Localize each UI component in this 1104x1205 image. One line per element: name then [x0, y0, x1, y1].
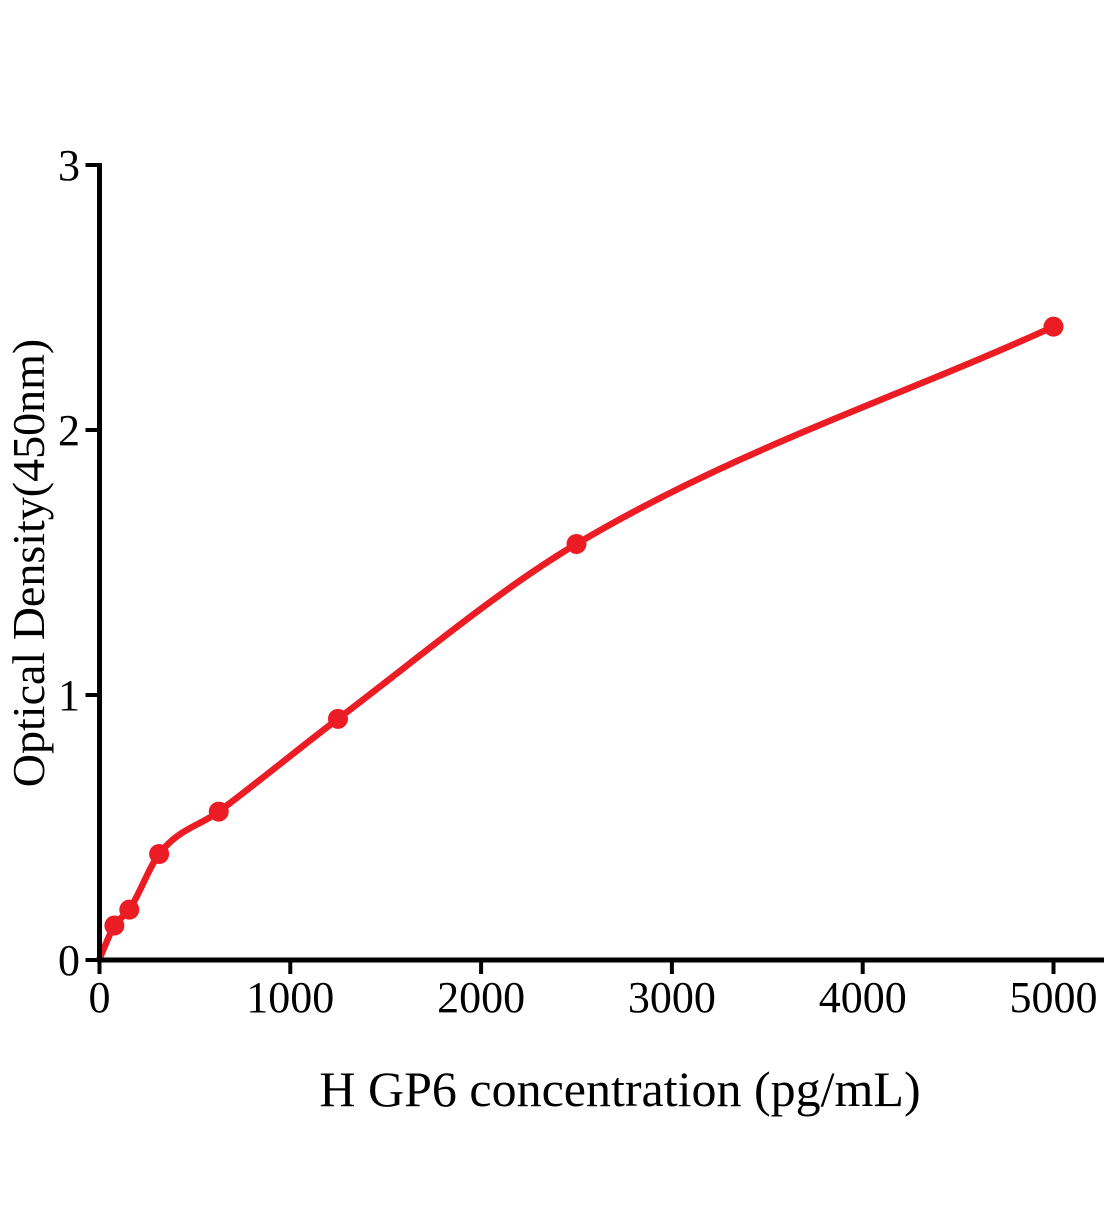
data-point — [149, 844, 170, 864]
data-point-layer — [104, 316, 1064, 936]
data-point — [1043, 316, 1064, 337]
data-point — [119, 899, 140, 920]
y-tick-label: 1 — [58, 671, 80, 720]
x-tick-layer: 0 1000 2000 3000 4000 5000 — [89, 960, 1098, 1022]
x-tick-label: 3000 — [628, 973, 716, 1022]
x-tick-label: 4000 — [819, 973, 907, 1022]
axes-layer — [97, 163, 1104, 963]
x-tick-label: 1000 — [246, 973, 334, 1022]
x-tick-label: 0 — [89, 973, 111, 1022]
data-point — [208, 801, 229, 822]
x-axis-title: H GP6 concentration (pg/mL) — [319, 1061, 920, 1117]
x-tick-label: 2000 — [437, 973, 525, 1022]
y-tick-label: 2 — [58, 406, 80, 455]
y-tick-label: 3 — [58, 141, 80, 190]
y-tick-label: 0 — [58, 936, 80, 985]
y-tick-layer: 0 1 2 3 — [58, 141, 100, 985]
data-point — [104, 915, 125, 936]
fit-curve — [96, 323, 1057, 962]
y-axis-title: Optical Density(450nm) — [3, 339, 54, 787]
x-tick-label: 5000 — [1010, 973, 1098, 1022]
data-point — [566, 533, 587, 554]
fit-curve-layer — [96, 323, 1057, 962]
data-point — [328, 708, 348, 729]
